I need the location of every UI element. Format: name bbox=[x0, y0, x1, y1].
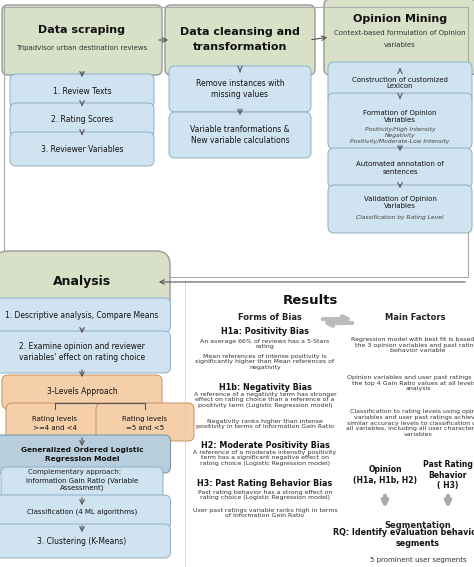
FancyBboxPatch shape bbox=[328, 185, 472, 233]
FancyBboxPatch shape bbox=[2, 5, 162, 75]
Text: Regression Model: Regression Model bbox=[45, 456, 119, 462]
FancyBboxPatch shape bbox=[0, 495, 171, 529]
Text: Tripadvisor urban destination reviews: Tripadvisor urban destination reviews bbox=[17, 45, 147, 51]
Text: Analysis: Analysis bbox=[53, 276, 111, 289]
Text: Variable tranformations &
New variable calculations: Variable tranformations & New variable c… bbox=[190, 125, 290, 145]
Text: Positivity/High Intensity: Positivity/High Intensity bbox=[365, 126, 435, 132]
FancyBboxPatch shape bbox=[6, 403, 104, 441]
Text: Remove instances with
missing values: Remove instances with missing values bbox=[196, 79, 284, 99]
Text: Rating levels: Rating levels bbox=[122, 416, 167, 422]
FancyBboxPatch shape bbox=[169, 112, 311, 158]
Text: H2: Moderate Positivity Bias: H2: Moderate Positivity Bias bbox=[201, 442, 329, 451]
Text: 1. Review Texts: 1. Review Texts bbox=[53, 87, 111, 95]
Text: 2. Examine opinion and reviewer
variables' effect on rating choice: 2. Examine opinion and reviewer variable… bbox=[19, 342, 145, 362]
FancyBboxPatch shape bbox=[165, 5, 315, 75]
FancyBboxPatch shape bbox=[0, 251, 170, 313]
FancyBboxPatch shape bbox=[1, 467, 163, 501]
FancyBboxPatch shape bbox=[328, 62, 472, 104]
FancyBboxPatch shape bbox=[328, 148, 472, 188]
Text: 2. Rating Scores: 2. Rating Scores bbox=[51, 116, 113, 125]
Text: User past ratings variable ranks high in terms
of Information Gain Ratio: User past ratings variable ranks high in… bbox=[193, 507, 337, 518]
Text: Classification to rating levels using opinion
variables and user past ratings ac: Classification to rating levels using op… bbox=[346, 409, 474, 437]
Text: Classification (4 ML algorithms): Classification (4 ML algorithms) bbox=[27, 509, 137, 515]
Text: Opinion variables and user past ratings have
the top 4 Gain Ratio values at all : Opinion variables and user past ratings … bbox=[347, 375, 474, 391]
Text: A reference of a negativity term has stronger
effect on rating choice than a ref: A reference of a negativity term has str… bbox=[193, 392, 337, 408]
FancyBboxPatch shape bbox=[10, 74, 154, 108]
Text: Negativity: Negativity bbox=[385, 133, 415, 138]
Text: 1. Descriptive analysis, Compare Means: 1. Descriptive analysis, Compare Means bbox=[5, 311, 159, 319]
Text: Generalized Ordered Logistic: Generalized Ordered Logistic bbox=[21, 447, 143, 453]
FancyBboxPatch shape bbox=[0, 524, 171, 558]
Text: Data scraping: Data scraping bbox=[38, 25, 126, 35]
Text: Past Rating
Behavior
( H3): Past Rating Behavior ( H3) bbox=[423, 460, 473, 490]
Text: Past rating behavior has a strong effect on
rating choice (Logistic Regression m: Past rating behavior has a strong effect… bbox=[198, 489, 332, 501]
Text: Segmentation: Segmentation bbox=[384, 521, 451, 530]
FancyBboxPatch shape bbox=[96, 403, 194, 441]
Text: Construction of customized
Lexicon: Construction of customized Lexicon bbox=[352, 77, 448, 90]
Text: RQ: Identify evaluation behavior user
segments: RQ: Identify evaluation behavior user se… bbox=[333, 528, 474, 548]
Text: H1b: Negativity Bias: H1b: Negativity Bias bbox=[219, 383, 311, 392]
FancyBboxPatch shape bbox=[324, 0, 474, 75]
Text: Regression model with best fit is based on
the 3 opinion variables and past rati: Regression model with best fit is based … bbox=[351, 337, 474, 353]
Text: Classification by Rating Level: Classification by Rating Level bbox=[356, 214, 444, 219]
Text: Results: Results bbox=[283, 294, 337, 307]
Text: An average 66% of reviews has a 5-Stars
rating: An average 66% of reviews has a 5-Stars … bbox=[201, 338, 329, 349]
Text: 3. Reviewer Variables: 3. Reviewer Variables bbox=[41, 145, 123, 154]
FancyBboxPatch shape bbox=[0, 331, 171, 373]
Text: Validation of Opinion
Variables: Validation of Opinion Variables bbox=[364, 197, 437, 209]
FancyBboxPatch shape bbox=[328, 93, 472, 149]
Text: =5 and <5: =5 and <5 bbox=[126, 425, 164, 431]
Text: Rating levels: Rating levels bbox=[33, 416, 78, 422]
Text: >=4 and <4: >=4 and <4 bbox=[33, 425, 77, 431]
Text: 3. Clustering (K-Means): 3. Clustering (K-Means) bbox=[37, 536, 127, 545]
Text: Opinion Mining: Opinion Mining bbox=[353, 14, 447, 24]
Text: Context-based formulation of Opinion: Context-based formulation of Opinion bbox=[334, 30, 466, 36]
Text: Forms of Bias: Forms of Bias bbox=[238, 312, 302, 321]
Text: Mean references of intense positivity is
significantly higher than Mean referenc: Mean references of intense positivity is… bbox=[195, 354, 335, 370]
FancyBboxPatch shape bbox=[10, 103, 154, 137]
Text: transformation: transformation bbox=[193, 42, 287, 52]
FancyBboxPatch shape bbox=[169, 66, 311, 112]
Text: Complementary approach:: Complementary approach: bbox=[28, 469, 121, 475]
Text: Information Gain Ratio (Variable
Assessment): Information Gain Ratio (Variable Assessm… bbox=[26, 477, 138, 491]
Text: Automated annotation of
sentences: Automated annotation of sentences bbox=[356, 162, 444, 175]
Text: 3-Levels Approach: 3-Levels Approach bbox=[46, 387, 117, 396]
FancyBboxPatch shape bbox=[10, 132, 154, 166]
FancyBboxPatch shape bbox=[2, 375, 162, 409]
Text: Formation of Opinion
Variables: Formation of Opinion Variables bbox=[363, 109, 437, 122]
FancyBboxPatch shape bbox=[0, 435, 171, 473]
Text: Opinion
(H1a, H1b, H2): Opinion (H1a, H1b, H2) bbox=[353, 466, 417, 485]
Text: variables: variables bbox=[384, 42, 416, 48]
Text: Data cleansing and: Data cleansing and bbox=[180, 27, 300, 37]
Text: Negativity ranks higher than intense
positivity in terms of Information Gain Rat: Negativity ranks higher than intense pos… bbox=[196, 418, 334, 429]
Text: Positivity/Moderate-Low Intensity: Positivity/Moderate-Low Intensity bbox=[350, 138, 450, 143]
Text: 5 prominent user segments: 5 prominent user segments bbox=[370, 557, 466, 563]
Text: Main Factors: Main Factors bbox=[385, 312, 445, 321]
FancyBboxPatch shape bbox=[0, 298, 171, 332]
Text: H3: Past Rating Behavior Bias: H3: Past Rating Behavior Bias bbox=[197, 479, 333, 488]
Text: H1a: Positivity Bias: H1a: Positivity Bias bbox=[221, 328, 309, 336]
Text: A reference of a moderate intensity positivity
term has a significant negative e: A reference of a moderate intensity posi… bbox=[193, 450, 337, 466]
